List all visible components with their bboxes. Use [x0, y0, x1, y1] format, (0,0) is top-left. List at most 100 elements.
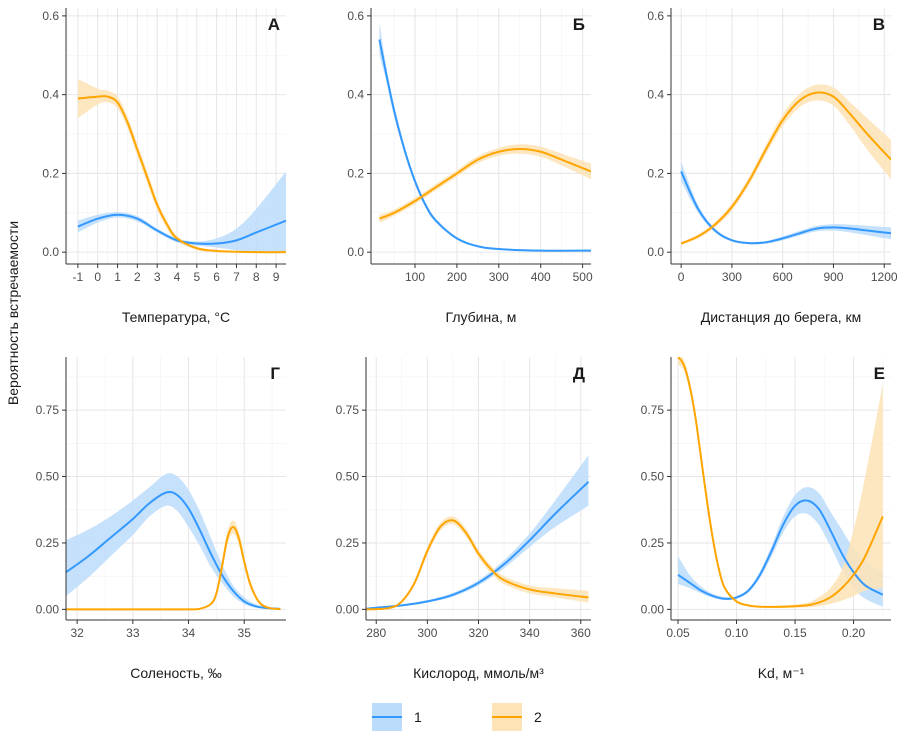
y-tick-label: 0.6	[647, 9, 664, 23]
x-tick-label: 400	[531, 270, 551, 284]
ci-band-series-1	[681, 161, 891, 245]
panel-label: Д	[573, 364, 585, 383]
line-series-2	[379, 147, 591, 220]
y-tick-label: 0.25	[36, 536, 60, 550]
panel-3: 0 300 600 900 1200 0.0 0.2 0.4 0.6 В Дистанция до …	[647, 8, 898, 325]
ci-band-series-1	[366, 455, 589, 610]
line-series-2	[366, 519, 589, 611]
x-tick-label: 35	[238, 626, 252, 640]
x-tick-label: 8	[253, 270, 260, 284]
x-tick-label: 0	[94, 270, 101, 284]
y-tick-label: 0.0	[42, 245, 59, 259]
line-series-1	[366, 481, 590, 610]
x-tick-label: 3	[154, 270, 161, 284]
line-series-2	[77, 95, 286, 254]
panel-label: Е	[874, 364, 885, 383]
line-series-1	[378, 39, 591, 252]
y-tick-label: 0.4	[42, 88, 59, 102]
y-tick-label: 0.50	[641, 470, 665, 484]
x-tick-label: 100	[405, 270, 425, 284]
x-tick-label: 1200	[871, 270, 898, 284]
x-tick-label: 0.20	[842, 626, 866, 640]
x-tick-label: 1	[114, 270, 121, 284]
y-tick-label: 0.2	[647, 166, 664, 180]
x-tick-label: 0	[678, 270, 685, 284]
panel-6: 0.05 0.10 0.15 0.20 0.00 0.25 0.50 0.75 Е Kd, м⁻¹	[641, 357, 891, 681]
panel-1: -1 0 1 2 3 4 5 6 7 8 9 0.0 0.2 0.4 0.6 А Температура, °C	[42, 8, 286, 325]
x-axis-label: Kd, м⁻¹	[758, 665, 805, 681]
x-tick-label: 7	[233, 270, 240, 284]
line-series-2	[680, 91, 891, 245]
x-tick-label: 32	[70, 626, 84, 640]
x-tick-label: 200	[447, 270, 467, 284]
y-tick-label: 0.75	[641, 403, 665, 417]
gridlines	[371, 8, 591, 264]
y-tick-label: 0.00	[336, 602, 360, 616]
x-tick-label: 2	[134, 270, 141, 284]
x-tick-label: 5	[193, 270, 200, 284]
x-axis-label: Температура, °C	[122, 309, 230, 325]
x-tick-label: 300	[489, 270, 509, 284]
panel-label: В	[873, 15, 885, 34]
x-tick-label: 360	[571, 626, 591, 640]
y-axis-label: Вероятность встречаемости	[5, 221, 21, 405]
line-series-1	[680, 171, 891, 245]
y-tick-label: 0.25	[336, 536, 360, 550]
x-axis-label: Глубина, м	[446, 309, 517, 325]
x-tick-label: 320	[468, 626, 488, 640]
x-tick-label: 34	[182, 626, 196, 640]
y-tick-label: 0.4	[647, 88, 664, 102]
gridlines	[66, 8, 286, 264]
panel-4: 32 33 34 35 0.00 0.25 0.50 0.75 Г Соленость, ‰	[36, 357, 286, 681]
line-series-1	[77, 213, 286, 245]
x-tick-label: 300	[417, 626, 437, 640]
legend-label-1: 1	[414, 709, 422, 725]
x-axis-label: Кислород, ммоль/м³	[413, 665, 544, 681]
x-tick-label: 600	[773, 270, 793, 284]
x-tick-label: 300	[722, 270, 742, 284]
y-tick-label: 0.6	[347, 9, 364, 23]
y-tick-label: 0.6	[42, 9, 59, 23]
y-tick-label: 0.2	[347, 166, 364, 180]
y-tick-label: 0.0	[647, 245, 664, 259]
x-tick-label: 9	[273, 270, 280, 284]
x-tick-label: 280	[366, 626, 386, 640]
panel-2: 100 200 300 400 500 0.0 0.2 0.4 0.6 Б Глубина, м	[347, 8, 593, 325]
legend: 1 2	[372, 703, 542, 731]
x-tick-label: -1	[73, 270, 84, 284]
x-axis-label: Дистанция до берега, км	[701, 309, 862, 325]
y-tick-label: 0.50	[336, 470, 360, 484]
y-tick-label: 0.0	[347, 245, 364, 259]
x-tick-label: 340	[520, 626, 540, 640]
legend-label-2: 2	[534, 709, 542, 725]
line-series-1	[677, 499, 884, 600]
ci-band-series-1	[66, 473, 281, 610]
x-tick-label: 0.10	[725, 626, 749, 640]
y-tick-label: 0.75	[336, 403, 360, 417]
x-tick-label: 500	[573, 270, 593, 284]
ci-band-series-1	[678, 487, 883, 607]
y-tick-label: 0.75	[36, 403, 60, 417]
x-tick-label: 33	[126, 626, 140, 640]
y-tick-label: 0.50	[36, 470, 60, 484]
line-series-2	[66, 526, 281, 611]
y-tick-label: 0.00	[36, 602, 60, 616]
y-tick-label: 0.4	[347, 88, 364, 102]
x-tick-label: 4	[174, 270, 181, 284]
y-tick-label: 0.2	[42, 166, 59, 180]
x-tick-label: 0.15	[783, 626, 807, 640]
line-series-2	[677, 357, 884, 608]
ci-band-series-1	[379, 21, 591, 252]
gridlines	[671, 8, 891, 264]
x-tick-label: 6	[213, 270, 220, 284]
ci-band-series-2	[681, 84, 891, 246]
x-tick-label: 0.05	[666, 626, 690, 640]
panel-5: 280 300 320 340 360 0.00 0.25 0.50 0.75 Д Кислород…	[336, 357, 591, 681]
y-tick-label: 0.25	[641, 536, 665, 550]
line-series-1	[66, 490, 281, 610]
panel-label: Г	[270, 364, 280, 383]
x-tick-label: 900	[823, 270, 843, 284]
x-axis-label: Соленость, ‰	[130, 665, 222, 681]
